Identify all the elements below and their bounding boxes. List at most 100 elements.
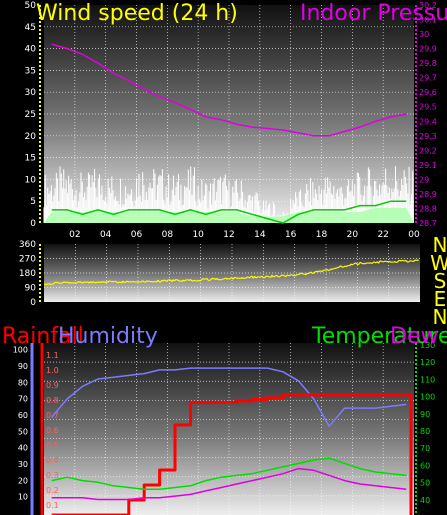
direction-segment <box>95 281 97 284</box>
direction-segment <box>224 277 227 280</box>
direction-segment <box>289 274 292 276</box>
temp-y-tick-label: 50 <box>420 479 430 488</box>
direction-segment <box>318 270 321 273</box>
direction-segment <box>225 277 228 280</box>
wind-x-tick-label: 20 <box>347 230 359 240</box>
direction-segment <box>201 278 204 280</box>
direction-y-tick-label: 180 <box>19 269 36 279</box>
direction-segment <box>76 281 79 284</box>
wind-y-tick-label: 10 <box>25 175 37 185</box>
rain-y-tick-label: 0.6 <box>46 426 59 435</box>
direction-segment <box>101 281 104 283</box>
wind-y-tick-label: 40 <box>25 45 37 55</box>
temp-y-tick-label: 100 <box>420 393 435 402</box>
direction-segment <box>320 270 323 273</box>
direction-plot-area <box>44 244 420 302</box>
direction-segment <box>115 280 117 283</box>
direction-segment <box>328 269 331 272</box>
direction-segment <box>229 277 232 280</box>
direction-y-tick-label: 270 <box>19 255 36 265</box>
wind-grid <box>44 5 414 223</box>
direction-y-tick-label: 90 <box>25 284 37 294</box>
wind-average-line <box>51 200 407 224</box>
pressure-y-tick-label: 29.4 <box>419 117 437 126</box>
pressure-y-tick-label: 29.8 <box>419 59 437 68</box>
humidity-y-tick-label: 60 <box>18 411 28 420</box>
direction-segment <box>241 277 244 279</box>
direction-segment <box>259 276 262 278</box>
temp-y-tick-label: 110 <box>420 375 435 384</box>
humidity-y-tick-label: 70 <box>18 395 28 404</box>
direction-segment <box>271 274 274 278</box>
pressure-line <box>51 43 407 137</box>
wind-y-tick-label: 50 <box>25 1 37 11</box>
wind-x-tick-label: 14 <box>254 230 266 240</box>
pressure-y-tick-label: 29.1 <box>419 161 437 170</box>
direction-y-tick-label: 0 <box>30 298 36 308</box>
pressure-y-tick-label: 29.7 <box>419 74 437 83</box>
pressure-y-tick-label: 28.7 <box>419 219 437 228</box>
wind-min-area <box>44 207 414 223</box>
rainfall-title: Rainfall <box>2 324 84 349</box>
pressure-y-tick-label: 30.1 <box>419 16 437 25</box>
direction-segment <box>254 275 257 279</box>
rain-y-tick-label: 0.2 <box>46 486 59 495</box>
direction-segment <box>227 278 230 280</box>
pressure-y-tick-label: 30 <box>419 30 429 39</box>
pressure-y-tick-label: 29.3 <box>419 132 437 141</box>
direction-segment <box>286 274 289 277</box>
wind-y-tick-label: 20 <box>25 132 37 142</box>
direction-segment <box>189 278 191 281</box>
direction-segment <box>255 276 258 279</box>
humidity-y-tick-label: 90 <box>18 362 28 371</box>
compass-letter: N <box>433 305 447 329</box>
pressure-y-tick-label: 30.2 <box>419 1 437 10</box>
direction-segment <box>111 280 114 283</box>
direction-segment <box>389 261 392 263</box>
direction-grid <box>44 244 420 302</box>
wind-y-tick-label: 5 <box>30 197 36 207</box>
direction-segment <box>245 276 248 279</box>
rain-y-tick-label: 1.1 <box>46 351 59 360</box>
direction-segment <box>353 262 356 265</box>
direction-segment <box>138 281 141 283</box>
direction-segment <box>291 274 294 277</box>
direction-segment <box>68 281 71 284</box>
direction-segment <box>102 281 105 283</box>
direction-segment <box>343 265 346 268</box>
wind-x-tick-label: 08 <box>162 230 174 240</box>
direction-segment <box>52 282 55 285</box>
direction-segment <box>221 278 224 281</box>
direction-segment <box>166 279 169 282</box>
direction-segment <box>315 270 318 273</box>
rain-y-tick-label: 0.9 <box>46 381 59 390</box>
direction-segment <box>249 276 252 279</box>
direction-segment <box>264 275 267 279</box>
direction-segment <box>325 268 328 271</box>
direction-segment <box>161 279 164 282</box>
direction-segment <box>304 273 307 276</box>
temp-y-tick-label: 130 <box>420 341 435 350</box>
direction-segment <box>209 279 211 281</box>
direction-segment <box>107 280 110 283</box>
compass-letter: S <box>434 269 447 293</box>
direction-segment <box>257 275 260 278</box>
direction-segment <box>338 265 341 268</box>
direction-segment <box>104 281 108 284</box>
humidity-line <box>51 367 407 427</box>
direction-segment <box>301 272 304 275</box>
direction-segment <box>162 279 165 282</box>
direction-segment <box>140 280 143 283</box>
humidity-y-tick-label: 50 <box>18 427 28 436</box>
wind-x-tick-label: 18 <box>316 230 328 240</box>
direction-segment <box>160 279 163 283</box>
direction-segment <box>321 269 324 273</box>
wind-x-tick-label: 12 <box>223 230 234 240</box>
compass-letter: W <box>430 251 447 275</box>
direction-segment <box>91 281 94 284</box>
direction-segment <box>97 281 100 283</box>
direction-segment <box>125 280 128 283</box>
direction-segment <box>316 270 319 273</box>
direction-series <box>43 259 419 286</box>
direction-segment <box>177 279 180 282</box>
